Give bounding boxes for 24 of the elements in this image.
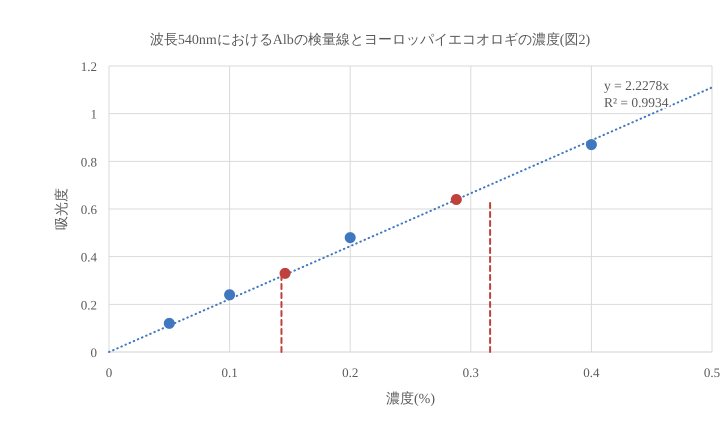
x-axis-title: 濃度(%): [386, 391, 436, 407]
annotation: R² = 0.9934: [604, 95, 669, 110]
x-tick-label: 0: [106, 365, 112, 380]
point: [586, 139, 597, 150]
y-tick-label: 0: [90, 345, 97, 360]
x-tick-label: 0.5: [704, 365, 720, 380]
y-tick-label: 0.8: [80, 154, 97, 170]
x-tick-label: 0.3: [462, 365, 479, 380]
y-tick-label: 0.4: [80, 250, 98, 265]
chart-title: 波長540nmにおけるAlbの検量線とヨーロッパイエコオロギの濃度(図2): [150, 32, 590, 48]
x-tick-label: 0.2: [342, 365, 358, 380]
y-tick-label: 0.6: [80, 202, 98, 217]
point: [450, 194, 462, 205]
y-tick-label: 1.2: [80, 59, 97, 74]
x-tick-label: 0.1: [221, 365, 238, 380]
point: [164, 318, 175, 329]
point: [224, 289, 236, 300]
point: [344, 232, 356, 244]
x-tick-label: 0.4: [583, 365, 600, 380]
y-axis-title: 吸光度: [54, 188, 70, 230]
y-tick-label: 0.2: [80, 297, 97, 312]
point: [280, 268, 291, 279]
annotation: y = 2.2278x: [604, 78, 670, 93]
y-tick-label: 1: [90, 106, 97, 122]
